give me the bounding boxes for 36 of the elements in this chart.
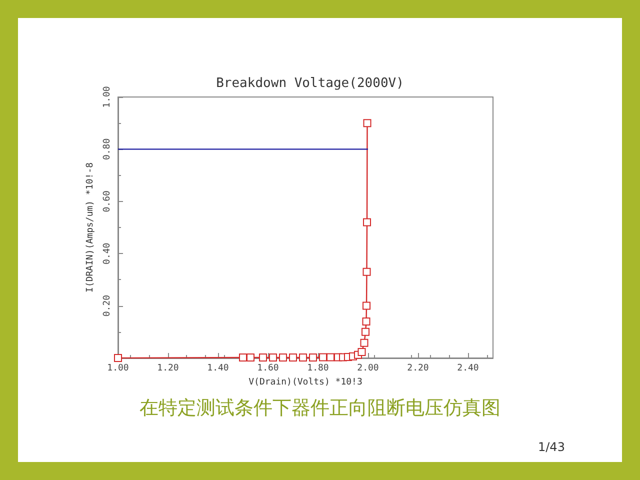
y-tick-label: 1.00 [102,86,112,108]
point [279,353,287,362]
point [239,353,247,362]
point [362,268,371,276]
point [326,353,334,362]
chart-title: Breakdown Voltage(2000V) [216,76,404,91]
point [114,354,122,362]
x-axis-title: V(Drain)(Volts) *10!3 [248,378,362,388]
text: 在特定测试条件下器件正向阻断电压仿真图 [138,396,502,421]
y-tick-label: 0.20 [102,294,112,317]
x-tick-label: 2.40 [457,364,479,374]
point [362,328,370,336]
y-tick-label: 0.80 [102,138,112,160]
point [362,302,370,310]
x-tick-label: 1.80 [307,364,329,374]
x-tick-label: 1.60 [257,364,279,374]
x-tick-label: 1.20 [157,364,179,374]
point [363,218,371,226]
point [269,353,277,362]
y-tick-label: 0.40 [102,242,112,264]
point [259,353,267,362]
point [360,338,368,347]
point [246,353,254,362]
x-tick-label: 1.40 [207,364,229,374]
x-tick-label: 2.00 [357,364,379,374]
point [309,353,317,362]
x-tick-label: 2.20 [407,364,429,374]
point [362,317,370,326]
point [299,353,307,362]
text: 1/43 [538,440,565,454]
point [289,353,297,362]
point [319,353,327,362]
point [358,348,366,356]
y-axis-title: I(DRAIN)(Amps/um) *10!-8 [86,162,96,293]
y-tick-label: 0.60 [102,190,112,212]
point [363,119,372,128]
